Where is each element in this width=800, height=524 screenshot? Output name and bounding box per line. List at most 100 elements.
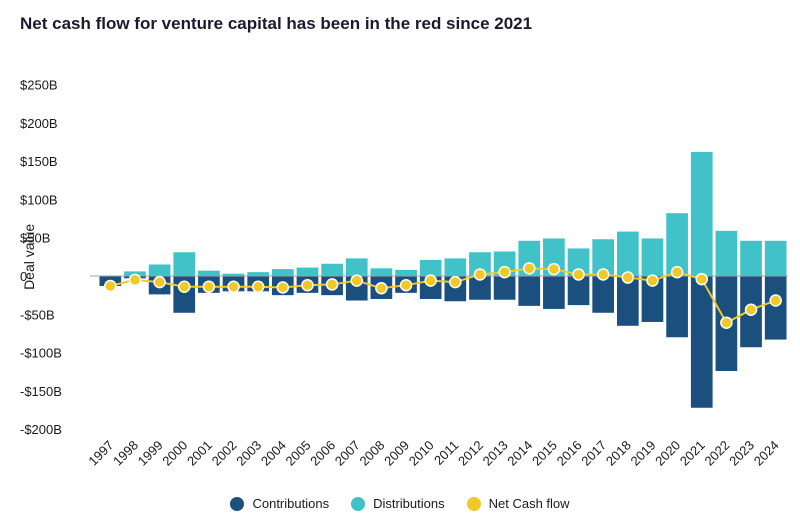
y-tick-label: 0 [20, 269, 27, 284]
bar-distributions [592, 239, 615, 276]
x-tick-label: 2006 [307, 438, 338, 469]
legend: Contributions Distributions Net Cash flo… [0, 496, 800, 511]
x-tick-label: 2020 [652, 438, 683, 469]
legend-swatch-contributions [230, 496, 245, 511]
bar-distributions [666, 213, 688, 276]
bar-distributions [444, 258, 467, 276]
legend-item-distributions: Distributions [351, 496, 445, 511]
net-cash-flow-point [128, 273, 142, 287]
net-cash-flow-point [350, 274, 363, 287]
net-cash-flow-point [375, 282, 388, 295]
bar-contributions [469, 276, 491, 300]
bar-contributions [690, 276, 713, 408]
x-tick-label: 2011 [431, 438, 461, 468]
x-tick-label: 2001 [184, 438, 215, 469]
net-cash-flow-point [596, 268, 610, 281]
bar-distributions [641, 238, 664, 276]
bar-contributions [518, 276, 541, 306]
net-cash-flow-point [572, 268, 585, 281]
bar-distributions [690, 151, 713, 276]
x-tick-label: 2022 [701, 438, 732, 469]
x-tick-label: 2014 [504, 438, 535, 469]
net-cash-flow-point [473, 268, 487, 281]
net-cash-flow-point [621, 271, 635, 284]
y-axis-label: Deal value [21, 224, 37, 290]
net-cash-flow-point [769, 294, 782, 307]
net-cash-flow-point [178, 280, 191, 293]
bar-distributions [469, 252, 491, 276]
bar-distributions [395, 269, 417, 276]
x-tick-label: 2021 [677, 438, 708, 469]
legend-swatch-net-cash-flow [466, 496, 481, 511]
net-cash-flow-point [325, 278, 339, 291]
bar-contributions [567, 276, 590, 306]
y-tick-label: $250B [20, 78, 58, 93]
bar-contributions [616, 276, 639, 326]
bar-contributions [764, 276, 787, 340]
x-tick-label: 2023 [726, 438, 757, 469]
y-tick-label: $50B [20, 231, 50, 246]
x-tick-label: 2002 [209, 438, 240, 469]
y-tick-label: $150B [20, 154, 58, 169]
y-tick-label: -$50B [20, 307, 55, 322]
bar-distributions [222, 273, 245, 276]
net-cash-flow-point [153, 275, 166, 289]
bar-distributions [247, 272, 270, 276]
legend-swatch-distributions [351, 496, 366, 511]
net-cash-flow-point [523, 262, 536, 275]
bar-distributions [148, 264, 171, 276]
bar-distributions [419, 259, 442, 276]
net-cash-flow-point [424, 274, 437, 287]
x-tick-label: 2012 [455, 438, 486, 469]
bar-distributions [271, 269, 294, 276]
x-tick-label: 2015 [529, 438, 560, 469]
y-tick-label: $100B [20, 192, 58, 207]
x-tick-label: 1999 [135, 438, 166, 469]
net-cash-flow-point [695, 272, 708, 286]
x-tick-label: 2005 [283, 438, 314, 469]
net-cash-flow-point [744, 303, 758, 316]
bar-distributions [345, 258, 368, 276]
legend-item-net-cash-flow: Net Cash flow [466, 496, 570, 511]
x-tick-label: 2000 [159, 438, 190, 469]
chart-title: Net cash flow for venture capital has be… [20, 14, 533, 33]
x-tick-label: 2003 [233, 438, 264, 469]
net-cash-flow-point [498, 265, 511, 279]
bar-distributions [740, 240, 762, 276]
x-tick-label: 1998 [110, 438, 141, 469]
net-cash-flow-point [449, 275, 462, 289]
bar-contributions [641, 276, 664, 322]
net-cash-flow-point [202, 280, 216, 293]
x-tick-label: 2004 [258, 438, 289, 469]
net-cash-flow-point [670, 265, 684, 279]
net-cash-flow-point [251, 280, 265, 293]
x-tick-label: 2018 [603, 438, 634, 469]
legend-label-net-cash-flow: Net Cash flow [488, 496, 570, 511]
x-tick-label: 2009 [381, 438, 412, 469]
y-tick-label: $200B [20, 116, 58, 131]
legend-label-contributions: Contributions [252, 496, 330, 511]
bar-distributions [370, 268, 393, 276]
net-cash-flow-point [104, 279, 117, 293]
net-cash-flow-point [547, 262, 561, 276]
y-tick-label: -$150B [20, 384, 62, 399]
net-cash-flow-point [227, 280, 240, 293]
y-tick-label: -$200B [20, 422, 62, 437]
x-tick-label: 1997 [85, 438, 116, 469]
y-tick-label: -$100B [20, 346, 62, 361]
bar-contributions [493, 276, 516, 300]
bar-contributions [666, 276, 688, 338]
legend-label-distributions: Distributions [373, 496, 445, 511]
chart-canvas: $250B $200B $150B $100B $50B 0 -$50B -$100B -$15… [20, 78, 788, 469]
legend-item-contributions: Contributions [230, 496, 329, 511]
bar-distributions [173, 252, 196, 276]
x-tick-label: 2019 [628, 438, 659, 469]
x-tick-label: 2007 [332, 438, 363, 469]
bar-contributions [543, 276, 565, 309]
net-cash-flow-line [110, 267, 777, 325]
net-cash-flow-point [301, 278, 314, 292]
net-cash-flow-point [399, 278, 413, 292]
net-cash-flow-point [720, 316, 733, 329]
bar-distributions [715, 230, 738, 276]
x-tick-label: 2010 [406, 438, 437, 469]
